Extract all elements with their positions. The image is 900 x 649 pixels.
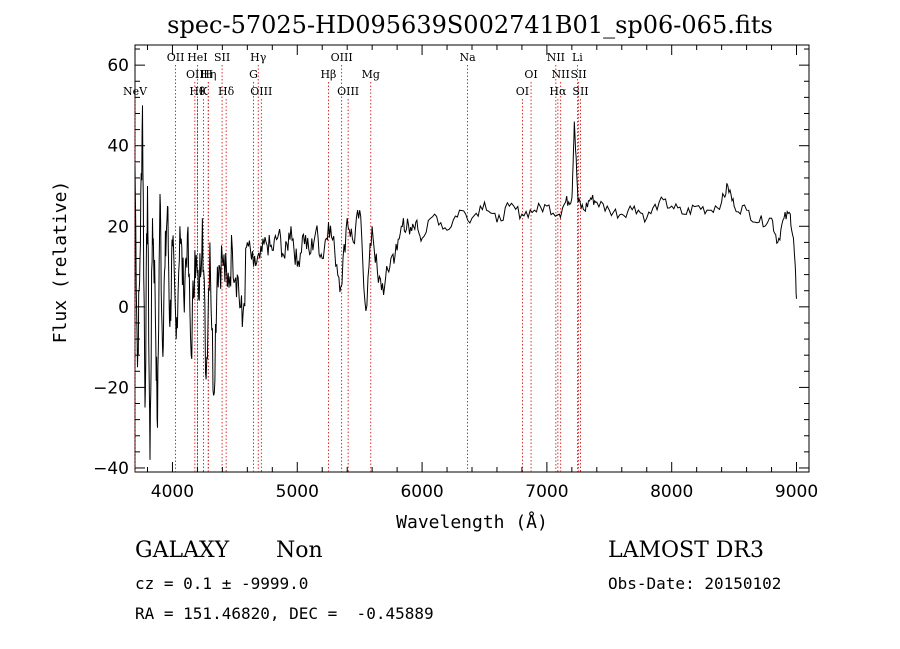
x-tick-label: 6000 <box>400 482 443 502</box>
spectral-line-label: K <box>199 85 208 98</box>
x-tick-label: 7000 <box>525 482 568 502</box>
y-tick-label: −20 <box>93 378 129 398</box>
spectral-line-label: SII <box>572 85 588 98</box>
spectral-line-label: Hη <box>200 68 216 81</box>
x-axis-ticks: 4000 5000 6000 7000 8000 9000 <box>146 45 818 502</box>
redshift-line: cz = 0.1 ± -9999.0 <box>135 574 309 593</box>
spectral-line-label: OIII <box>337 85 359 98</box>
spectral-line-label: G <box>249 68 258 81</box>
y-tick-label: 0 <box>118 298 129 318</box>
spectral-line-label: Na <box>459 51 476 64</box>
object-class: GALAXY <box>135 538 230 563</box>
spectral-line-label: NeV <box>123 85 148 98</box>
spectral-line-label: OIII <box>331 51 353 64</box>
x-tick-label: 9000 <box>775 482 818 502</box>
spectral-line-label: H <box>203 68 213 81</box>
spectral-line-label: SII <box>214 51 230 64</box>
y-axis-label: Flux (relative) <box>50 181 71 344</box>
spectral-line-label: SII <box>571 68 587 81</box>
y-axis-ticks: −40 −20 0 20 40 60 <box>93 48 809 479</box>
obs-date: Obs-Date: 20150102 <box>608 574 782 593</box>
spectral-line-label: Li <box>572 51 583 64</box>
spectral-line-label: Hγ <box>250 51 267 64</box>
spectral-line-label: OI <box>524 68 537 81</box>
spectral-line-label: OI <box>516 85 529 98</box>
spectral-line-label: HeI <box>187 51 207 64</box>
spectral-line-label: NII <box>547 51 565 64</box>
spectral-line-label: Hα <box>549 85 567 98</box>
spectral-line-label: Mg <box>362 68 380 81</box>
x-tick-label: 8000 <box>650 482 693 502</box>
spectral-line-label: Hθ <box>189 85 206 98</box>
spectrum-series-line <box>134 105 797 460</box>
spectral-line-label: OIII <box>250 85 272 98</box>
spectral-line-label: NII <box>552 68 570 81</box>
chart-title: spec-57025-HD095639S002741B01_sp06-065.f… <box>167 11 773 39</box>
x-tick-label: 5000 <box>276 482 319 502</box>
marker-lines <box>134 65 581 472</box>
ra-dec: RA = 151.46820, DEC = -0.45889 <box>135 604 434 623</box>
y-tick-label: 20 <box>107 217 129 237</box>
y-tick-label: −40 <box>93 459 129 479</box>
spectral-line-label: Hβ <box>320 68 336 81</box>
x-axis-label: Wavelength (Å) <box>396 511 548 533</box>
y-tick-label: 40 <box>107 137 129 157</box>
spectral-line-label: OII <box>186 68 204 81</box>
plot-frame <box>134 44 810 473</box>
survey-name: LAMOST DR3 <box>608 538 764 563</box>
spectral-line-label: OII <box>167 51 185 64</box>
x-tick-label: 4000 <box>151 482 194 502</box>
spectral-line-label: Hδ <box>218 85 235 98</box>
y-tick-label: 60 <box>107 56 129 76</box>
object-subclass: Non <box>276 538 323 563</box>
